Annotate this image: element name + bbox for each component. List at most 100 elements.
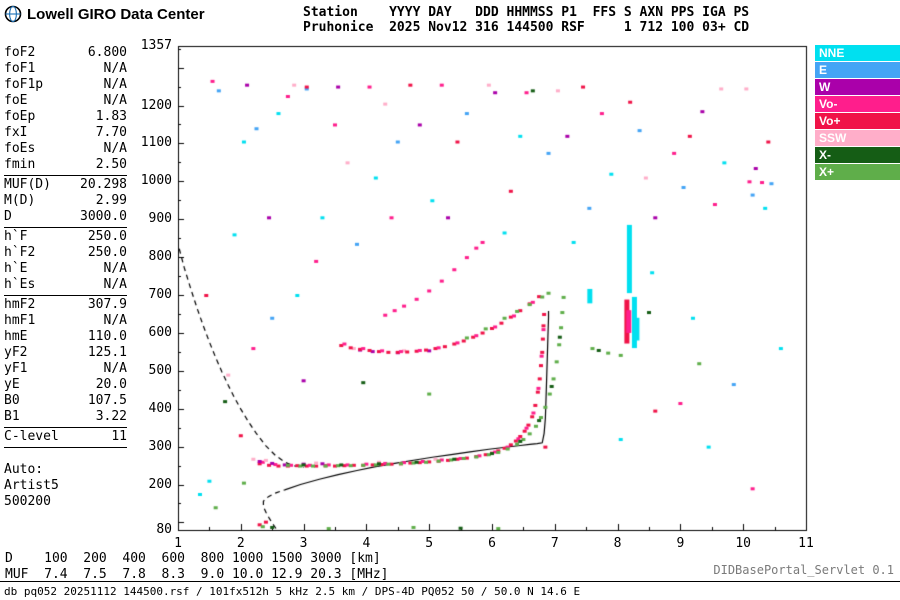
parameter-group: foF2 6.800 foF1 N/A foF1p N/A foE N/A foEp 1.83 fx… (4, 44, 127, 176)
legend-item-Vo+: Vo+ (815, 113, 900, 129)
param-value: 3000.0 (80, 209, 127, 224)
parameter-group: hmF2 307.9 hmF1 N/A hmE 110.0 yF2 125.1 yF1 N/A yE… (4, 296, 127, 428)
param-row-yF2: yF2 125.1 (4, 345, 127, 361)
param-row-foF1p: foF1p N/A (4, 77, 127, 93)
param-row-D: D 3000.0 (4, 209, 127, 225)
param-label: foF1p (4, 77, 44, 92)
x-tick-label: 6 (488, 536, 496, 551)
param-label: h`Es (4, 277, 36, 292)
legend-item-E: E (815, 62, 900, 78)
legend-item-Vo-: Vo- (815, 96, 900, 112)
param-row-fxI: fxI 7.70 (4, 125, 127, 141)
servlet-version-label: DIDBasePortal_Servlet 0.1 (713, 563, 894, 577)
param-label: hmF2 (4, 297, 36, 312)
x-tick-label: 1 (174, 536, 182, 551)
distance-muf-table: D 100 200 400 600 800 1000 1500 3000 [km… (5, 551, 389, 582)
y-tick-label: 500 (148, 362, 172, 378)
y-tick-label: 80 (156, 522, 172, 537)
param-label: h`F (4, 229, 28, 244)
param-value: 125.1 (87, 345, 127, 360)
parameter-group: C-level 11 (4, 428, 127, 448)
y-tick-label: 300 (148, 438, 172, 454)
param-row-foEp: foEp 1.83 (4, 109, 127, 125)
param-row-foE: foE N/A (4, 93, 127, 109)
param-row-yE: yE 20.0 (4, 377, 127, 393)
param-row-foEs: foEs N/A (4, 141, 127, 157)
x-tick-label: 3 (299, 536, 308, 551)
param-value: 307.9 (87, 297, 127, 312)
param-label: foEs (4, 141, 36, 156)
y-tick-label: 1357 (140, 38, 172, 53)
param-value: N/A (103, 93, 127, 108)
legend-item-SSW: SSW (815, 130, 900, 146)
x-tick-label: 11 (798, 536, 814, 551)
x-tick-label: 2 (236, 536, 245, 551)
parameter-panel: foF2 6.800 foF1 N/A foF1p N/A foE N/A foEp 1.83 fx… (4, 44, 127, 510)
param-row-M(D): M(D) 2.99 (4, 193, 127, 209)
param-row-B0: B0 107.5 (4, 393, 127, 409)
param-label: foF1 (4, 61, 36, 76)
param-label: C-level (4, 429, 59, 444)
status-divider (0, 581, 900, 582)
station-header: Station YYYY DAY DDD HHMMSS P1 FFS S AXN… (303, 5, 749, 35)
table-row-MUF: MUF 7.4 7.5 7.8 8.3 9.0 10.0 12.9 20.3 [… (5, 566, 389, 582)
y-tick-label: 1100 (140, 135, 172, 151)
param-label: h`E (4, 261, 28, 276)
param-row-foF2: foF2 6.800 (4, 45, 127, 61)
y-tick-label: 900 (148, 211, 172, 227)
param-label: fmin (4, 157, 36, 172)
param-value: 250.0 (87, 245, 127, 260)
param-value: 20.0 (95, 377, 127, 392)
param-row-C-level: C-level 11 (4, 429, 127, 445)
param-label: fxI (4, 125, 28, 140)
param-label: B1 (4, 409, 20, 424)
param-value: 3.22 (95, 409, 127, 424)
y-tick-label: 600 (148, 324, 172, 340)
x-tick-label: 5 (425, 536, 434, 551)
param-row-foF1: foF1 N/A (4, 61, 127, 77)
param-row-h`F: h`F 250.0 (4, 229, 127, 245)
param-label: B0 (4, 393, 20, 408)
param-value: 250.0 (87, 229, 127, 244)
param-label: foE (4, 93, 28, 108)
param-label: yF2 (4, 345, 28, 360)
param-value: 6.800 (87, 45, 127, 60)
x-tick-label: 7 (550, 536, 559, 551)
param-row-MUF(D): MUF(D) 20.298 (4, 177, 127, 193)
param-value: 2.99 (95, 193, 127, 208)
y-tick-label: 400 (148, 400, 172, 416)
param-value: 107.5 (87, 393, 127, 408)
param-value: N/A (103, 313, 127, 328)
auto-line: 500200 (4, 494, 51, 509)
param-row-hmF1: hmF1 N/A (4, 313, 127, 329)
legend-item-X+: X+ (815, 164, 900, 180)
station-header-line2: Pruhonice 2025 Nov12 316 144500 RSF 1 71… (303, 20, 750, 35)
brand: Lowell GIRO Data Center (4, 5, 205, 23)
param-label: foEp (4, 109, 36, 124)
param-row-h`Es: h`Es N/A (4, 277, 127, 293)
echo-direction-legend: NNE E W Vo- Vo+ SSW X- X+ (815, 45, 900, 181)
param-row-hmE: hmE 110.0 (4, 329, 127, 345)
param-label: hmE (4, 329, 28, 344)
param-value: 110.0 (87, 329, 127, 344)
station-header-line1: Station YYYY DAY DDD HHMMSS P1 FFS S AXN… (303, 5, 750, 20)
param-row-fmin: fmin 2.50 (4, 157, 127, 173)
param-value: 11 (111, 429, 127, 444)
y-tick-label: 800 (148, 249, 172, 265)
legend-item-X-: X- (815, 147, 900, 163)
param-label: MUF(D) (4, 177, 51, 192)
auto-label: Auto: (4, 462, 44, 477)
autoscaler-block: Auto: Artist5 500200 (4, 462, 127, 510)
param-value: 7.70 (95, 125, 127, 140)
legend-item-W: W (815, 79, 900, 95)
x-tick-label: 4 (362, 536, 371, 551)
y-tick-label: 1200 (140, 97, 172, 113)
param-row-h`F2: h`F2 250.0 (4, 245, 127, 261)
param-value: 2.50 (95, 157, 127, 172)
x-tick-label: 8 (613, 536, 622, 551)
param-label: D (4, 209, 12, 224)
param-label: hmF1 (4, 313, 36, 328)
auto-line: Artist5 (4, 478, 59, 493)
